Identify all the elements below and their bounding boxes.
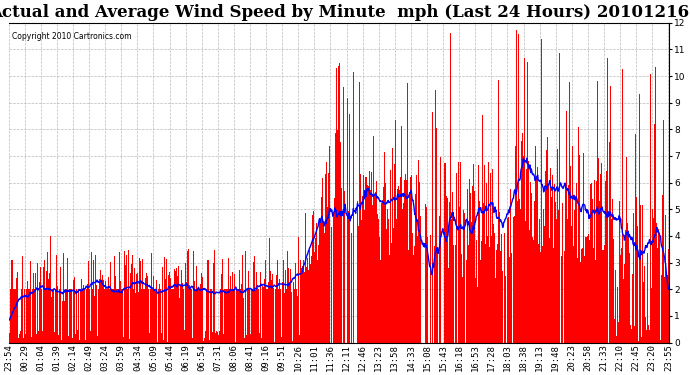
Text: Copyright 2010 Cartronics.com: Copyright 2010 Cartronics.com	[12, 32, 132, 41]
Title: Actual and Average Wind Speed by Minute  mph (Last 24 Hours) 20101216: Actual and Average Wind Speed by Minute …	[0, 4, 689, 21]
